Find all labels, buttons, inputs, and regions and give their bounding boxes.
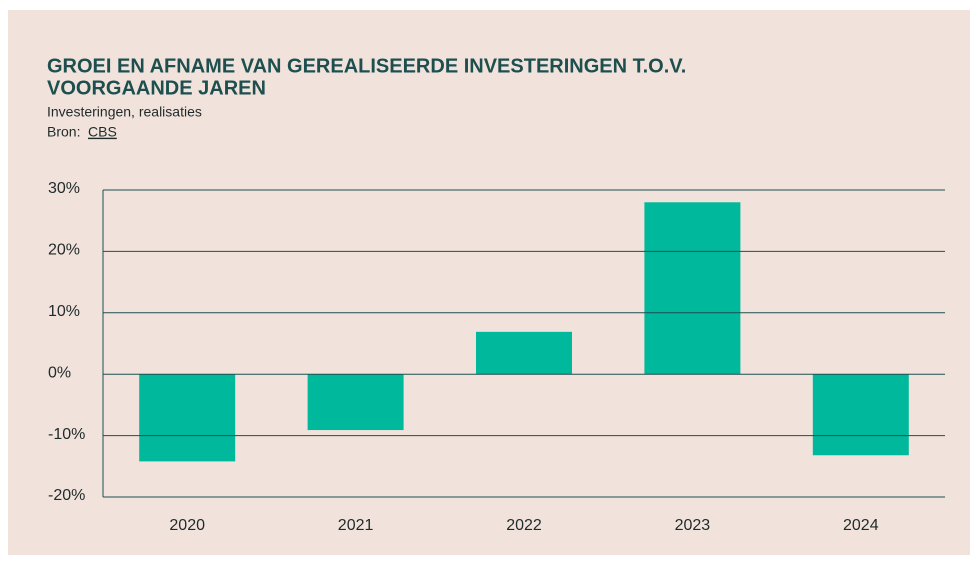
x-tick-label: 2021 [338, 517, 374, 534]
chart-title: GROEI EN AFNAME VAN GEREALISEERDE INVEST… [47, 55, 686, 77]
bar [307, 374, 404, 431]
y-tick-label: -20% [48, 487, 85, 504]
x-tick-label: 2023 [675, 517, 711, 534]
source-label: Bron: [47, 124, 80, 140]
bar [812, 374, 909, 456]
source-link[interactable]: CBS [88, 124, 117, 140]
y-tick-label: 0% [48, 364, 71, 381]
bar [476, 331, 572, 375]
y-tick-label: 30% [48, 180, 80, 197]
panel [8, 10, 970, 555]
x-tick-label: 2024 [843, 517, 879, 534]
chart-title: VOORGAANDE JAREN [47, 77, 266, 99]
y-tick-label: 20% [48, 242, 80, 259]
bar [139, 374, 236, 462]
y-tick-label: 10% [48, 303, 80, 320]
x-tick-label: 2020 [169, 517, 205, 534]
bar [644, 202, 741, 375]
y-tick-label: -10% [48, 426, 85, 443]
x-tick-label: 2022 [506, 517, 542, 534]
subtitle: Investeringen, realisaties [47, 104, 202, 120]
